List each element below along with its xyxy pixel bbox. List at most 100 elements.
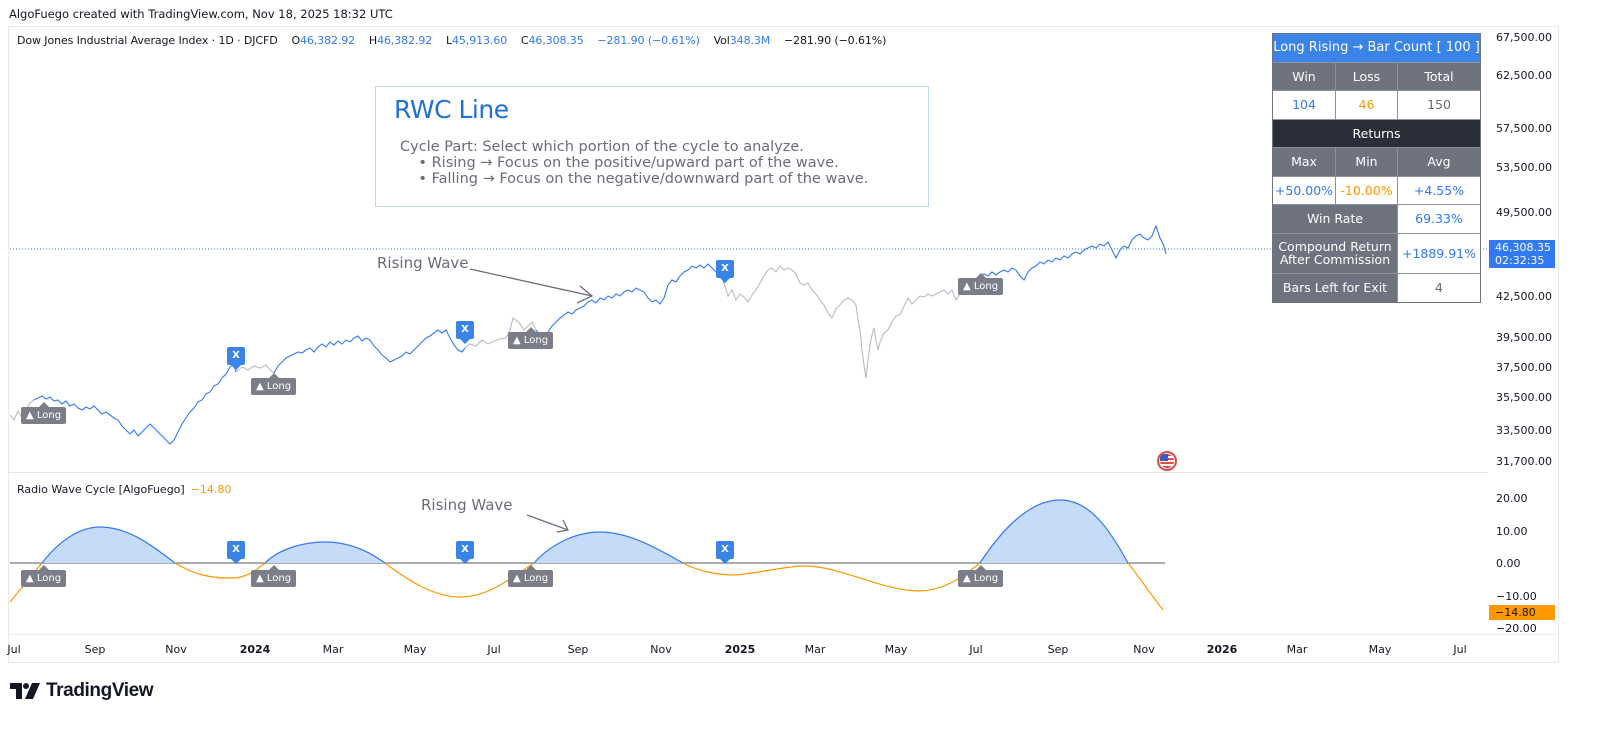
time-tick: Sep: [1047, 643, 1069, 656]
avg-header: Avg: [1398, 148, 1480, 176]
oscillator-title[interactable]: Radio Wave Cycle [AlgoFuego]: [17, 483, 185, 496]
volume-label: Vol: [713, 34, 730, 47]
compound-return-value: +1889.91%: [1398, 233, 1480, 273]
win-header: Win: [1273, 62, 1336, 90]
win-count: 104: [1273, 91, 1336, 119]
time-tick: May: [403, 643, 427, 656]
osc-tick: −20.00: [1496, 622, 1537, 635]
osc-exit-signal-marker[interactable]: X: [716, 541, 734, 564]
exit-signal-marker[interactable]: X: [716, 260, 734, 283]
win-rate-value: 69.33%: [1398, 205, 1480, 233]
note-line-2: • Rising → Focus on the positive/upward …: [400, 155, 839, 171]
time-tick: Jul: [969, 643, 983, 656]
time-axis-divider: [8, 634, 1559, 635]
time-tick: May: [884, 643, 908, 656]
change-value: −281.90 (−0.61%): [597, 34, 700, 47]
chart-frame: [8, 26, 1559, 663]
osc-exit-signal-marker[interactable]: X: [456, 541, 474, 564]
osc-positive-line: [41, 499, 1129, 564]
symbol-name[interactable]: Dow Jones Industrial Average Index · 1D …: [17, 34, 278, 47]
osc-long-signal-marker[interactable]: ▲ Long: [958, 565, 1004, 587]
rising-wave-arrow-osc: [526, 514, 569, 533]
tradingview-wordmark: TradingView: [46, 680, 154, 701]
total-count: 150: [1398, 91, 1480, 119]
returns-header: Returns: [1273, 119, 1480, 147]
time-tick: Mar: [1286, 643, 1308, 656]
exit-signal-marker[interactable]: X: [227, 347, 245, 370]
time-tick: Sep: [84, 643, 106, 656]
exit-signal-marker[interactable]: X: [456, 321, 474, 344]
rising-wave-label-price[interactable]: Rising Wave: [377, 254, 469, 272]
osc-tick: 10.00: [1496, 525, 1528, 538]
time-tick: Nov: [650, 643, 672, 656]
win-rate-label: Win Rate: [1273, 205, 1398, 233]
oscillator-last-value-tag: −14.80: [1489, 605, 1555, 620]
time-tick: Mar: [804, 643, 826, 656]
osc-tick: 0.00: [1496, 557, 1521, 570]
high-label: H: [368, 34, 378, 47]
price-series-active: [33, 224, 1167, 445]
price-tick: 35,500.00: [1496, 391, 1552, 404]
volume-value: 348.3M: [729, 34, 771, 47]
time-tick: Mar: [322, 643, 344, 656]
note-body: Cycle Part: Select which portion of the …: [400, 139, 868, 187]
bar-countdown: 02:32:35: [1495, 254, 1545, 267]
price-tick: 57,500.00: [1496, 122, 1552, 135]
loss-count: 46: [1336, 91, 1398, 119]
price-tick: 49,500.00: [1496, 206, 1552, 219]
last-price-value: 46,308.35: [1495, 241, 1551, 254]
note-line-1: Cycle Part: Select which portion of the …: [400, 139, 804, 155]
low-value: 45,913.60: [452, 34, 508, 47]
min-return: -10.00%: [1336, 176, 1398, 204]
compound-return-label-line1: Compound Return: [1278, 239, 1392, 254]
note-line-3: • Falling → Focus on the negative/downwa…: [400, 171, 869, 187]
long-signal-marker[interactable]: ▲ Long: [251, 373, 297, 395]
price-tick: 62,500.00: [1496, 69, 1552, 82]
long-signal-marker[interactable]: ▲ Long: [958, 273, 1004, 295]
close-label: C: [520, 34, 529, 47]
max-header: Max: [1273, 148, 1336, 176]
time-tick-year: 2026: [1206, 643, 1238, 656]
tradingview-logo[interactable]: TradingView: [10, 680, 154, 702]
tradingview-logo-icon: [10, 683, 40, 699]
long-signal-marker[interactable]: ▲ Long: [21, 402, 67, 424]
loss-header: Loss: [1336, 62, 1398, 90]
bars-left-value: 4: [1398, 273, 1480, 302]
osc-tick: 20.00: [1496, 492, 1528, 505]
pane-divider[interactable]: [8, 472, 1488, 473]
price-series-inactive: [9, 265, 961, 422]
osc-long-signal-marker[interactable]: ▲ Long: [508, 565, 554, 587]
price-tick: 42,500.00: [1496, 290, 1552, 303]
last-price-tag: 46,308.35 02:32:35: [1489, 240, 1555, 268]
high-value: 46,382.92: [377, 34, 433, 47]
price-tick: 67,500.00: [1496, 31, 1552, 44]
time-tick: Nov: [165, 643, 187, 656]
rwc-note-box[interactable]: RWC Line Cycle Part: Select which portio…: [375, 86, 929, 207]
bars-left-label: Bars Left for Exit: [1273, 273, 1398, 302]
price-tick: 33,500.00: [1496, 424, 1552, 437]
time-tick: Sep: [567, 643, 589, 656]
long-signal-marker[interactable]: ▲ Long: [508, 327, 554, 349]
stats-header: Long Rising → Bar Count [ 100 ]: [1273, 34, 1480, 62]
time-tick: Jul: [7, 643, 21, 656]
rising-wave-label-osc[interactable]: Rising Wave: [421, 496, 513, 514]
oscillator-legend[interactable]: Radio Wave Cycle [AlgoFuego] −14.80: [17, 483, 231, 496]
symbol-legend[interactable]: Dow Jones Industrial Average Index · 1D …: [17, 34, 886, 47]
volume-change-value: −281.90 (−0.61%): [783, 34, 887, 47]
low-label: L: [445, 34, 453, 47]
price-tick: 31,700.00: [1496, 455, 1552, 468]
us-flag-event-icon[interactable]: [1157, 451, 1177, 471]
time-tick: Jul: [487, 643, 501, 656]
time-tick: Jul: [1453, 643, 1467, 656]
price-tick: 39,500.00: [1496, 331, 1552, 344]
osc-tick: −10.00: [1496, 590, 1537, 603]
close-value: 46,308.35: [528, 34, 584, 47]
note-title: RWC Line: [394, 95, 509, 124]
open-value: 46,382.92: [300, 34, 356, 47]
osc-exit-signal-marker[interactable]: X: [227, 541, 245, 564]
osc-long-signal-marker[interactable]: ▲ Long: [251, 565, 297, 587]
compound-return-label-line2: After Commission: [1279, 252, 1391, 267]
osc-long-signal-marker[interactable]: ▲ Long: [21, 565, 67, 587]
backtest-stats-table: Long Rising → Bar Count [ 100 ] Win Loss…: [1272, 33, 1481, 303]
